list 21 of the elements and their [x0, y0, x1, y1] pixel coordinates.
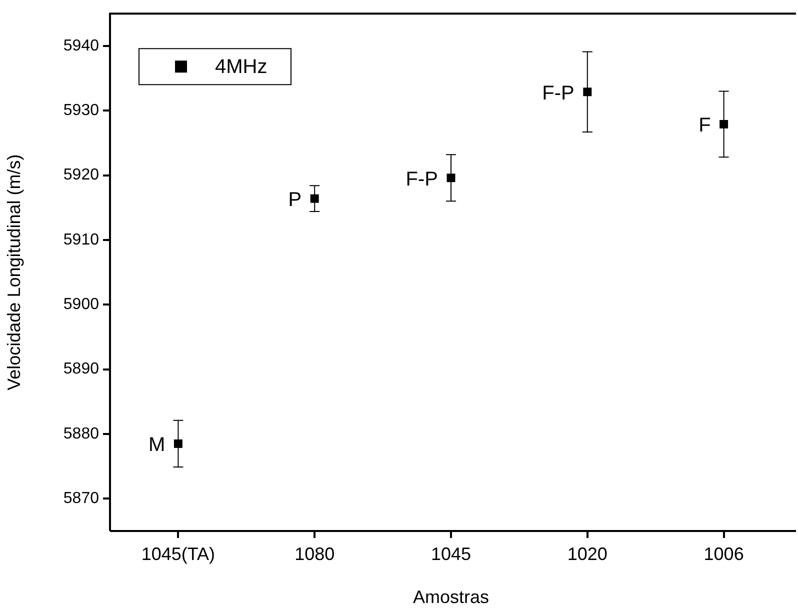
y-tick-label: 5930 — [63, 102, 100, 120]
annotation: F-P — [542, 82, 574, 104]
x-axis-title: Amostras — [412, 587, 490, 608]
y-tick-label: 5890 — [63, 360, 100, 378]
x-tick-label: 1006 — [704, 544, 744, 564]
y-tick-label: 5910 — [63, 231, 100, 248]
y-tick-label: 5920 — [63, 166, 100, 184]
y-axis-title: Velocidade Longitudinal (m/s) — [4, 154, 24, 390]
y-tick-label: 5880 — [63, 425, 100, 442]
y-tick-label: 5900 — [63, 296, 100, 314]
legend-label: 4MHz — [215, 56, 268, 78]
annotation: P — [288, 189, 302, 212]
annotation: M — [148, 434, 166, 456]
annotation: F-P — [406, 168, 438, 190]
y-tick-label: 5870 — [63, 490, 100, 508]
x-tick-label: 1080 — [294, 544, 335, 564]
x-tick-label: 1045 — [430, 544, 472, 564]
x-tick-label: 1045(TA) — [141, 544, 216, 564]
annotation: F — [698, 114, 711, 137]
y-tick-label: 5940 — [63, 37, 100, 54]
x-tick-label: 1020 — [567, 544, 608, 564]
